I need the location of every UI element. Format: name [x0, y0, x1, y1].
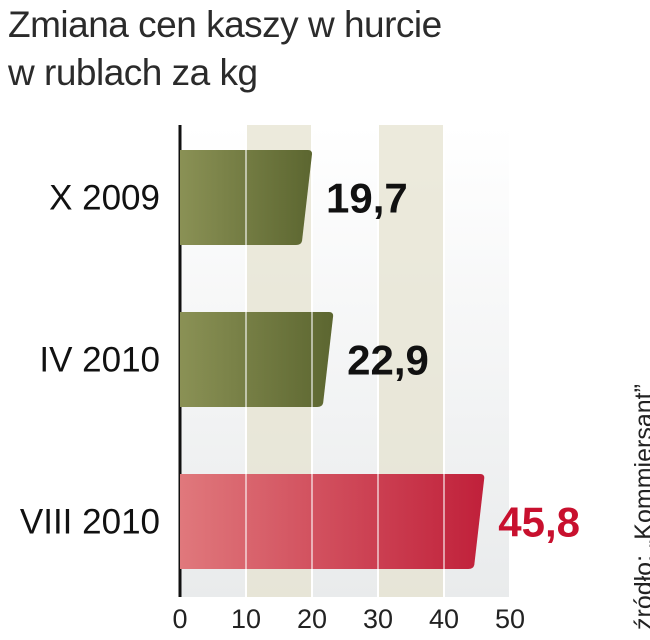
- value-label: 22,9: [347, 337, 429, 384]
- x-tick-label: 50: [495, 604, 525, 634]
- x-tick-label: 0: [172, 604, 187, 634]
- bar: [180, 312, 334, 407]
- x-tick-label: 20: [297, 604, 327, 634]
- x-tick-label: 30: [363, 604, 393, 634]
- chart-title-line-2: w rublach za kg: [8, 52, 258, 93]
- category-label: X 2009: [49, 179, 160, 218]
- x-tick-label: 40: [429, 604, 459, 634]
- value-label: 19,7: [326, 175, 408, 222]
- category-label: VIII 2010: [20, 503, 160, 542]
- x-tick-label: 10: [231, 604, 261, 634]
- source-note: źródło: „Kommiersant”: [630, 384, 650, 630]
- bar: [180, 474, 485, 569]
- chart-title-line-1: Zmiana cen kaszy w hurcie: [8, 4, 442, 45]
- value-label: 45,8: [498, 499, 580, 546]
- category-label: IV 2010: [39, 341, 160, 380]
